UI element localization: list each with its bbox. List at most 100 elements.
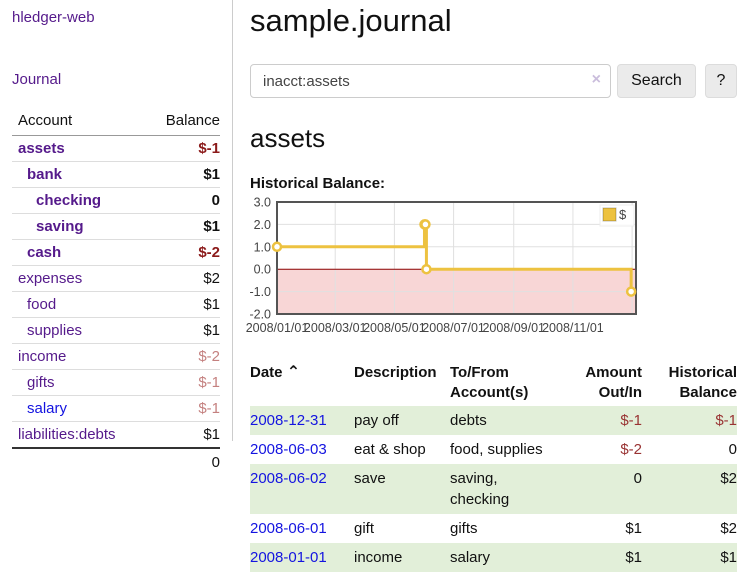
x-tick-label: 2008/01/01 — [246, 321, 309, 335]
legend-label: $ — [619, 207, 627, 222]
account-row: gifts $-1 — [12, 370, 220, 396]
account-row: saving $1 — [12, 214, 220, 240]
transaction-date-link[interactable]: 2008-12-31 — [250, 412, 327, 429]
y-tick-label: -1.0 — [249, 285, 271, 299]
transaction-balance: 0 — [728, 441, 737, 458]
search-input[interactable] — [250, 64, 611, 98]
account-row: food $1 — [12, 292, 220, 318]
column-header-date[interactable]: Date ⌃ — [250, 360, 354, 406]
sidebar: hledger-web Journal Account Balance asse… — [0, 0, 233, 471]
account-row: income $-2 — [12, 344, 220, 370]
account-total-row: 0 — [12, 449, 220, 476]
account-balance: $-2 — [198, 348, 220, 365]
transaction-row: 2008-12-31 pay off debts $-1 $-1 — [250, 406, 737, 435]
sidebar-item-journal[interactable]: Journal — [12, 71, 62, 88]
account-balance-table: Account Balance assets $-1 bank $1 checking 0… — [12, 109, 220, 476]
x-tick-label: 2008/11/01 — [542, 321, 604, 335]
transaction-balance: $2 — [720, 520, 737, 537]
account-total-value: 0 — [211, 454, 220, 471]
account-balance: 0 — [211, 192, 220, 209]
account-balance: $1 — [203, 296, 220, 313]
y-tick-label: 0.0 — [254, 263, 271, 277]
account-balance: $1 — [203, 426, 220, 443]
search-box: × — [250, 64, 611, 98]
transaction-description: pay off — [354, 412, 399, 429]
transaction-balance: $2 — [720, 470, 737, 487]
account-link[interactable]: expenses — [18, 270, 83, 287]
main-content: sample.journal × Search ? assets Histori… — [246, 0, 737, 572]
transaction-balance: $-1 — [715, 412, 737, 429]
transactions-table: Date ⌃ Description To/From Account(s) Am… — [250, 360, 737, 572]
account-row: assets $-1 — [12, 136, 220, 162]
account-link[interactable]: checking — [36, 192, 102, 209]
column-header-balance: Historical Balance — [668, 364, 737, 401]
account-balance: $1 — [203, 218, 220, 235]
app-title-link[interactable]: hledger-web — [12, 9, 95, 26]
transactions-header-row: Date ⌃ Description To/From Account(s) Am… — [250, 360, 737, 406]
transaction-description: eat & shop — [354, 441, 426, 458]
data-point-marker[interactable] — [420, 219, 431, 230]
account-link[interactable]: saving — [36, 218, 84, 235]
transaction-date-link[interactable]: 2008-01-01 — [250, 549, 327, 566]
y-tick-label: 1.0 — [254, 240, 271, 254]
search-form: × Search ? — [250, 64, 737, 98]
transaction-date-link[interactable]: 2008-06-02 — [250, 470, 327, 487]
account-balance: $-2 — [198, 244, 220, 261]
transaction-amount: $1 — [625, 520, 642, 537]
account-link[interactable]: assets — [18, 140, 65, 157]
transaction-date-link[interactable]: 2008-06-01 — [250, 520, 327, 537]
transaction-description: income — [354, 549, 403, 566]
account-row: cash $-2 — [12, 240, 220, 266]
transaction-amount: 0 — [633, 470, 642, 487]
transaction-accounts: gifts — [450, 520, 478, 537]
transaction-accounts: saving, checking — [450, 470, 510, 508]
account-link[interactable]: food — [27, 296, 57, 313]
account-link[interactable]: gifts — [27, 374, 55, 391]
account-rows: assets $-1 bank $1 checking 0 saving $1 cash $-2 e… — [12, 136, 220, 449]
transaction-accounts: salary — [450, 549, 491, 566]
data-point-marker[interactable] — [421, 263, 432, 275]
account-link[interactable]: bank — [27, 166, 63, 183]
transaction-balance: $1 — [720, 549, 737, 566]
legend-swatch — [602, 207, 617, 222]
data-point-marker[interactable] — [271, 241, 283, 253]
account-link[interactable]: supplies — [27, 322, 83, 339]
column-header-description: Description — [354, 364, 437, 381]
y-tick-label: 2.0 — [254, 218, 271, 232]
transaction-date-link[interactable]: 2008-06-03 — [250, 441, 327, 458]
account-link[interactable]: cash — [27, 244, 62, 261]
account-link[interactable]: income — [18, 348, 67, 365]
help-button[interactable]: ? — [704, 64, 737, 98]
y-tick-label: -2.0 — [249, 308, 271, 322]
transaction-row: 2008-06-02 save saving, checking 0 $2 — [250, 464, 737, 514]
search-button[interactable]: Search — [617, 64, 696, 98]
account-column-header: Account — [18, 112, 73, 129]
balance-column-header: Balance — [165, 112, 220, 129]
page-title: sample.journal — [250, 3, 452, 38]
account-balance: $-1 — [198, 374, 220, 391]
transaction-accounts: debts — [450, 412, 487, 429]
account-balance: $-1 — [198, 400, 220, 417]
sort-ascending-icon: ⌃ — [286, 364, 301, 381]
account-heading: assets — [250, 123, 326, 153]
account-row: supplies $1 — [12, 318, 220, 344]
x-tick-label: 2008/05/01 — [363, 321, 426, 335]
account-balance: $-1 — [198, 140, 220, 157]
column-header-accounts: To/From Account(s) — [450, 364, 529, 401]
x-tick-label: 2008/03/01 — [304, 321, 367, 335]
clear-search-icon[interactable]: × — [591, 71, 601, 88]
account-link[interactable]: salary — [27, 400, 68, 417]
transaction-amount: $-2 — [620, 441, 642, 458]
chart-title: Historical Balance: — [250, 175, 386, 192]
data-point-marker[interactable] — [625, 286, 637, 297]
transaction-accounts: food, supplies — [450, 441, 543, 458]
chart-svg: $3.0 2.0 1.0 0.0 -1.0 -2.02008/01/012008/03/0… — [246, 196, 637, 335]
account-link[interactable]: liabilities:debts — [18, 426, 116, 443]
account-row: salary $-1 — [12, 396, 220, 422]
historical-balance-chart[interactable]: $3.0 2.0 1.0 0.0 -1.0 -2.0 2008/01/01 2008/03/0… — [246, 196, 737, 346]
transaction-description: gift — [354, 520, 375, 537]
account-balance: $1 — [203, 166, 220, 183]
account-table-header: Account Balance — [12, 109, 220, 136]
x-tick-label: 2008/09/01 — [482, 321, 545, 335]
